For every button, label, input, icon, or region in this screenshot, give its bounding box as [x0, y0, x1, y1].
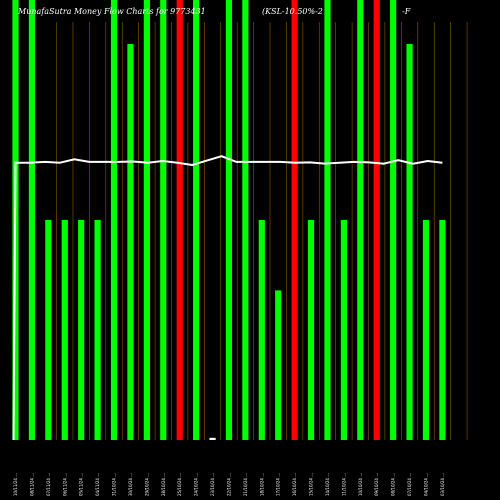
- bar-green: [193, 0, 200, 440]
- bar-flat: [209, 437, 216, 440]
- x-tick-label: 23/10/24 ...: [210, 473, 215, 496]
- bar-green: [127, 44, 134, 440]
- x-tick-label: 10/11/24 ...: [13, 473, 18, 496]
- bar-green: [439, 220, 446, 440]
- x-tick-label: 21/10/24 ...: [243, 473, 248, 496]
- x-tick-label: 06/11/24 ...: [62, 473, 67, 496]
- bar-green: [275, 290, 282, 440]
- x-tick-label: 11/10/24 ...: [341, 473, 346, 496]
- x-tick-label: 07/11/24 ...: [46, 473, 51, 496]
- tick-layer: 10/11/24 ... 08/11/24 ... 07/11/24 ... 06/1…: [13, 473, 445, 496]
- x-tick-label: 08/10/24 ...: [391, 473, 396, 496]
- bar-green: [242, 0, 249, 440]
- x-tick-label: 15/10/24 ...: [309, 473, 314, 496]
- x-tick-label: 04/11/24 ...: [95, 473, 100, 496]
- bar-green: [45, 220, 52, 440]
- money-flow-line: [12, 155, 443, 441]
- bar-green: [406, 44, 413, 440]
- x-tick-label: 24/10/24 ...: [194, 473, 199, 496]
- bar-green: [340, 220, 347, 440]
- x-tick-label: 17/10/24 ...: [276, 473, 281, 496]
- bar-green: [225, 0, 233, 440]
- x-tick-label: 05/11/24 ...: [79, 473, 84, 496]
- bar-green: [28, 0, 36, 440]
- x-tick-label: 28/10/24 ...: [161, 473, 166, 496]
- bar-green: [422, 220, 430, 440]
- bar-red: [291, 0, 298, 440]
- bar-red: [176, 0, 183, 440]
- x-tick-label: 14/10/24 ...: [325, 473, 330, 496]
- x-tick-label: 22/10/24 ...: [226, 473, 231, 496]
- bar-green: [307, 220, 315, 440]
- x-tick-label: 30/10/24 ...: [128, 473, 133, 496]
- x-tick-label: 09/10/24 ...: [374, 473, 379, 496]
- bar-layer: [12, 0, 446, 440]
- x-tick-label: 07/10/24 ...: [407, 473, 412, 496]
- x-tick-label: 16/10/24 ...: [292, 473, 297, 496]
- bar-green: [143, 0, 150, 440]
- bar-green: [160, 0, 167, 440]
- x-tick-label: 31/10/24 ...: [112, 473, 117, 496]
- bar-green: [357, 0, 364, 440]
- x-tick-label: 18/10/24 ...: [259, 473, 264, 496]
- x-tick-label: 10/10/24 ...: [358, 473, 363, 496]
- x-tick-label: 03/10/24 ...: [440, 473, 445, 496]
- chart-subtitle-suffix: -F: [402, 7, 411, 16]
- line-layer: [12, 155, 443, 441]
- bar-green: [61, 220, 68, 440]
- x-tick-label: 04/10/24 ...: [424, 473, 429, 496]
- x-tick-label: 25/10/24 ...: [177, 473, 182, 496]
- bar-red: [373, 0, 380, 440]
- chart-subtitle: (KSL-10.50%-2: [262, 7, 323, 16]
- bar-green: [258, 220, 265, 440]
- x-tick-label: 08/11/24 ...: [29, 473, 34, 496]
- grid-layer: [56, 22, 468, 440]
- bar-green: [110, 0, 118, 440]
- bar-green: [390, 0, 397, 440]
- bar-green: [94, 220, 101, 440]
- bar-green: [78, 220, 85, 440]
- bar-green: [324, 0, 331, 440]
- chart-title: MunafaSutra Money Flow Charts for 977343…: [17, 7, 206, 16]
- x-tick-label: 29/10/24 ...: [144, 473, 149, 496]
